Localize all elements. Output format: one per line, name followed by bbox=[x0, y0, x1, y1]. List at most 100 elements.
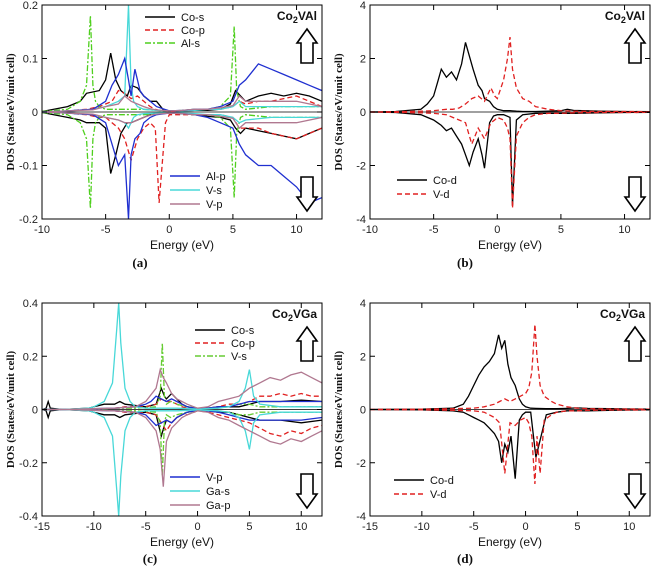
series-al-p-down bbox=[42, 111, 322, 219]
y-tick-label: 4 bbox=[360, 298, 366, 310]
x-axis-label: Energy (eV) bbox=[150, 238, 214, 252]
legend-label: V-d bbox=[430, 489, 447, 501]
panel-d: -15 -10 -5 0 5 10 -4 -2 0 2 4 Energy (eV) DOS (State… bbox=[333, 298, 651, 566]
series-v-s-up bbox=[42, 342, 322, 411]
y-axis-label: DOS (States/eV/unit cell) bbox=[333, 351, 345, 469]
series-co-p-down bbox=[42, 111, 322, 203]
y-tick-label: 0.2 bbox=[23, 0, 38, 12]
x-axis-label: Energy (eV) bbox=[478, 535, 542, 549]
x-tick-label: 10 bbox=[618, 224, 630, 236]
x-tick-label: -5 bbox=[141, 521, 151, 533]
y-tick-label: 0 bbox=[360, 107, 366, 119]
legend-label: Co-d bbox=[433, 175, 457, 187]
x-tick-label: -10 bbox=[362, 224, 378, 236]
x-tick-label: 10 bbox=[295, 521, 307, 533]
y-tick-label: 0 bbox=[32, 107, 38, 119]
x-tick-label: -15 bbox=[362, 521, 378, 533]
series-group bbox=[370, 37, 650, 209]
legend-label: Co-s bbox=[231, 325, 255, 337]
legend-label: Al-s bbox=[181, 38, 200, 50]
series-group bbox=[42, 5, 322, 219]
spin-down-arrow-icon bbox=[295, 473, 319, 510]
y-tick-label: -0.2 bbox=[19, 214, 38, 226]
y-axis-label: DOS (States/eV/unit cell) bbox=[333, 53, 345, 171]
series-co-s-up bbox=[42, 52, 322, 113]
x-axis-label: Energy (eV) bbox=[150, 535, 214, 549]
legend-label: V-s bbox=[206, 185, 222, 197]
series-v-d-up bbox=[370, 324, 650, 411]
series-ga-s-up bbox=[42, 303, 322, 411]
y-tick-label: 2 bbox=[360, 54, 366, 66]
panel-caption: (d) bbox=[457, 551, 473, 566]
series-v-d-down bbox=[370, 408, 650, 485]
x-axis-label: Energy (eV) bbox=[478, 238, 542, 252]
legend-label: V-d bbox=[433, 189, 450, 201]
spin-up-arrow-icon bbox=[295, 325, 319, 362]
x-tick-label: -10 bbox=[86, 521, 102, 533]
panel-title: Co2VAl bbox=[605, 9, 645, 25]
x-tick-label: -5 bbox=[429, 224, 439, 236]
panel-caption: (b) bbox=[457, 255, 473, 270]
x-tick-label: 0 bbox=[522, 521, 528, 533]
legend-label: V-p bbox=[206, 472, 223, 484]
x-tick-label: 10 bbox=[290, 224, 302, 236]
panel-caption: (c) bbox=[143, 551, 157, 566]
legend-label: Ga-s bbox=[206, 486, 230, 498]
y-tick-label: 0.1 bbox=[23, 54, 38, 66]
legend-label: Ga-p bbox=[206, 500, 230, 512]
y-axis-label: DOS (States/eV/unit cell) bbox=[5, 53, 17, 171]
spin-up-arrow-icon bbox=[295, 27, 319, 64]
y-tick-label: 4 bbox=[360, 0, 366, 12]
panel-title: Co2VGa bbox=[600, 307, 645, 323]
spin-up-arrow-icon bbox=[623, 27, 647, 64]
series-ga-s-down bbox=[42, 408, 322, 516]
legend-label: Co-d bbox=[430, 475, 454, 487]
y-axis-label: DOS (States/eV/unit cell) bbox=[5, 351, 17, 469]
x-tick-label: 0 bbox=[194, 521, 200, 533]
legend-label: V-s bbox=[231, 351, 247, 363]
y-tick-label: 0 bbox=[32, 405, 38, 417]
series-v-p-down bbox=[42, 111, 322, 130]
series-co-d-down bbox=[370, 111, 650, 206]
panel-caption: (a) bbox=[132, 255, 147, 270]
panel-a: -10 -5 0 5 10 -0.2 -0.1 0 0.1 0.2 Energy (eV) DOS (… bbox=[5, 0, 323, 270]
y-tick-label: 0.2 bbox=[23, 351, 38, 363]
series-ga-p-down bbox=[42, 408, 322, 487]
y-tick-label: -0.4 bbox=[19, 511, 38, 523]
y-tick-label: 0 bbox=[360, 405, 366, 417]
spin-down-arrow-icon bbox=[295, 176, 319, 213]
legend-label: Co-p bbox=[231, 338, 255, 350]
series-v-p-up bbox=[42, 95, 322, 113]
series-v-p-up bbox=[42, 395, 322, 411]
panel-title: Co2VGa bbox=[272, 307, 317, 323]
x-tick-label: 5 bbox=[246, 521, 252, 533]
x-tick-label: 5 bbox=[558, 224, 564, 236]
x-tick-label: 10 bbox=[623, 521, 635, 533]
series-al-s-down bbox=[42, 111, 322, 209]
panel-c: -15 -10 -5 0 5 10 -0.4 -0.2 0 0.2 0.4 Energy (eV) DO… bbox=[5, 298, 323, 566]
y-tick-label: -0.2 bbox=[19, 458, 38, 470]
y-tick-label: -4 bbox=[356, 214, 366, 226]
panel-b: -10 -5 0 5 10 -4 -2 0 2 4 Energy (eV) DOS (States/e… bbox=[333, 0, 651, 270]
panel-title: Co2VAl bbox=[277, 9, 317, 25]
series-al-p-up bbox=[42, 56, 322, 113]
x-tick-label: -10 bbox=[414, 521, 430, 533]
x-tick-label: -10 bbox=[34, 224, 50, 236]
series-co-d-up bbox=[370, 42, 650, 113]
series-group bbox=[42, 303, 322, 516]
series-co-d-down bbox=[370, 408, 650, 479]
x-tick-label: -5 bbox=[101, 224, 111, 236]
series-group bbox=[370, 324, 650, 485]
y-tick-label: -2 bbox=[356, 161, 366, 173]
y-tick-label: -0.1 bbox=[19, 161, 38, 173]
series-v-d-up bbox=[370, 37, 650, 113]
y-tick-label: -4 bbox=[356, 511, 366, 523]
spin-down-arrow-icon bbox=[623, 473, 647, 510]
spin-down-arrow-icon bbox=[623, 176, 647, 213]
x-tick-label: 0 bbox=[166, 224, 172, 236]
legend-label: V-p bbox=[206, 199, 223, 211]
x-tick-label: -5 bbox=[469, 521, 479, 533]
x-tick-label: 0 bbox=[494, 224, 500, 236]
series-co-d-up bbox=[370, 334, 650, 411]
